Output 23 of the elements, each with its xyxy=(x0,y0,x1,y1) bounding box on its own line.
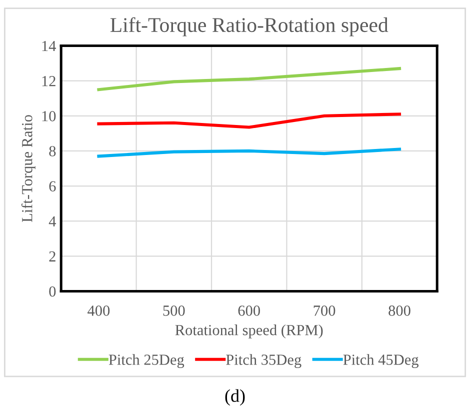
y-tick-label: 2 xyxy=(49,251,56,262)
y-tick-label: 4 xyxy=(48,216,56,226)
x-tick-label: 600 xyxy=(238,306,260,316)
x-tick-label: 800 xyxy=(388,306,410,316)
x-axis-title: Rotational speed (RPM) xyxy=(175,324,323,338)
legend-label: Pitch 35Deg xyxy=(226,354,302,368)
line-series xyxy=(97,112,402,129)
line-series xyxy=(97,67,402,92)
y-tick-label: 12 xyxy=(42,76,56,86)
chart-title: Lift-Torque Ratio-Rotation speed xyxy=(110,17,388,36)
legend-label: Pitch 45Deg xyxy=(343,354,419,368)
y-tick-label: 6 xyxy=(49,181,56,192)
y-axis-title: Lift-Torque Ratio xyxy=(21,115,36,222)
y-tick-label: 14 xyxy=(42,40,56,52)
x-tick-label: 500 xyxy=(163,306,185,316)
x-tick-label: 700 xyxy=(314,306,336,316)
y-tick-label: 10 xyxy=(42,111,56,122)
legend-label: Pitch 25Deg xyxy=(108,354,184,368)
text: (d) xyxy=(225,389,245,406)
x-tick-label: 400 xyxy=(88,306,110,316)
y-tick-label: 8 xyxy=(49,146,56,156)
y-tick-label: 0 xyxy=(49,286,56,297)
line-series xyxy=(97,148,402,158)
